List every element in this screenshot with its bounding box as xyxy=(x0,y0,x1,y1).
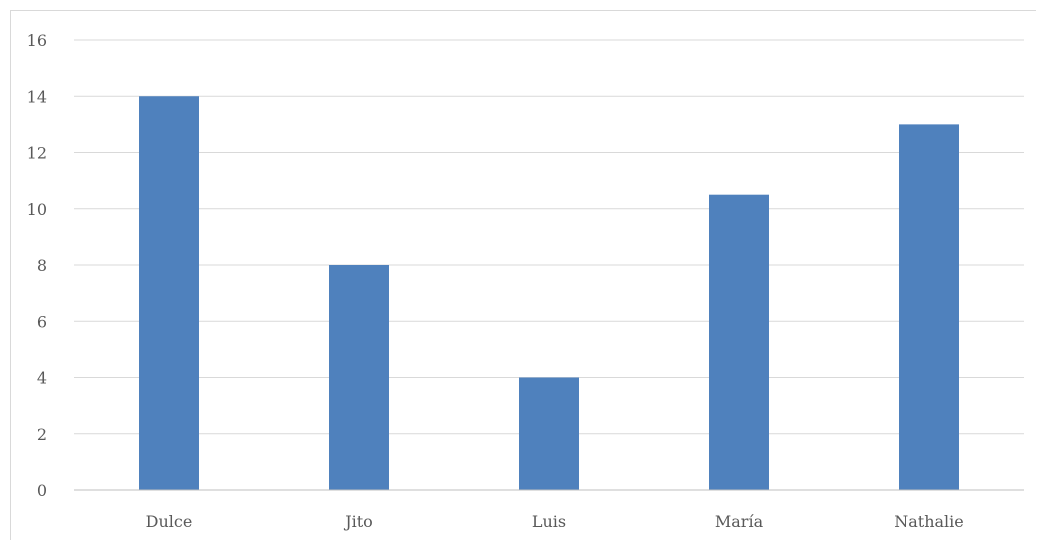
x-tick-label: Nathalie xyxy=(894,512,964,531)
y-tick-label: 16 xyxy=(27,31,47,50)
x-tick-label: Jito xyxy=(343,512,373,531)
y-tick-label: 14 xyxy=(27,87,47,106)
gridlines xyxy=(74,39,1024,435)
y-tick-label: 0 xyxy=(37,481,47,500)
x-tick-label: María xyxy=(715,512,764,531)
bar-dulce xyxy=(139,96,199,490)
y-tick-label: 8 xyxy=(37,256,47,275)
bar-luis xyxy=(519,377,579,490)
y-tick-label: 2 xyxy=(37,425,47,444)
bar-jito xyxy=(329,265,389,490)
y-tick-labels: 0 2 4 6 8 10 12 14 16 xyxy=(27,31,47,500)
chart-frame xyxy=(10,10,1036,540)
x-tick-label: Luis xyxy=(532,512,566,531)
bar-nathalie xyxy=(899,124,959,490)
y-tick-label: 4 xyxy=(37,369,47,388)
bars xyxy=(139,96,959,490)
x-tick-label: Dulce xyxy=(146,512,193,531)
y-tick-label: 10 xyxy=(27,200,47,219)
y-tick-label: 6 xyxy=(37,312,47,331)
x-tick-labels: Dulce Jito Luis María Nathalie xyxy=(146,512,964,531)
y-tick-label: 12 xyxy=(27,144,47,163)
bar-maria xyxy=(709,194,769,490)
